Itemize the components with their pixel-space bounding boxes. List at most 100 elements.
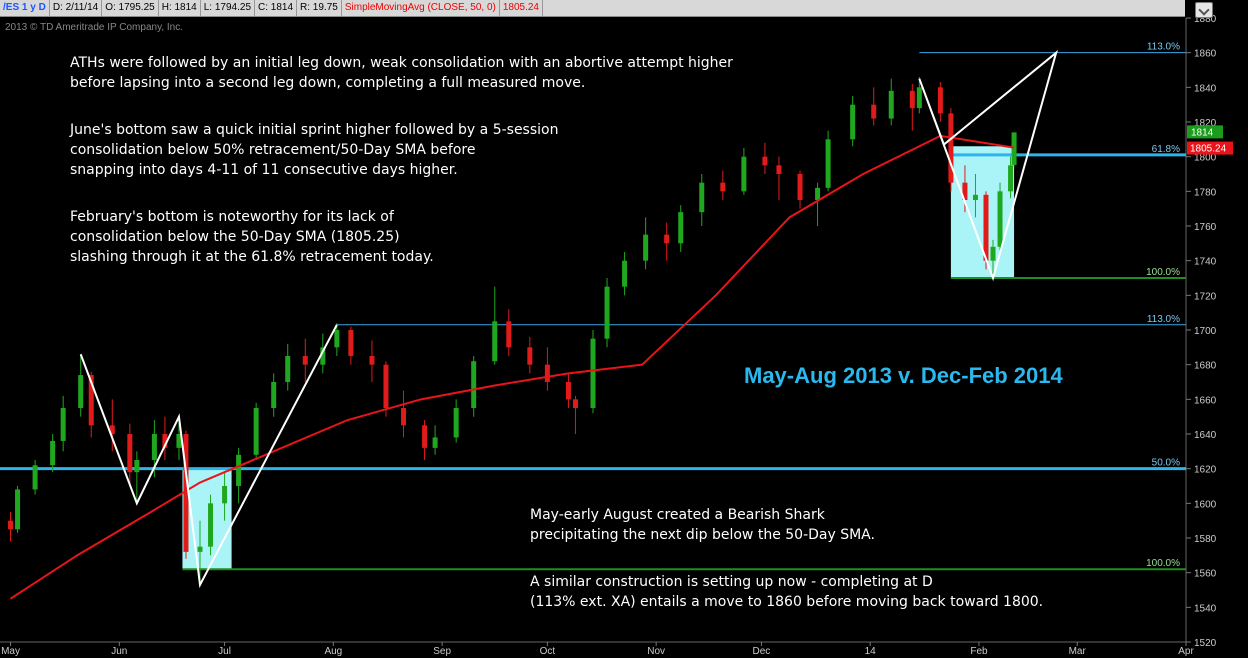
candle-body-20 xyxy=(285,356,291,382)
price-badges: 1814 1805.24 xyxy=(1187,125,1233,155)
fib-label-0: 113.0% xyxy=(1147,42,1180,53)
study-value: 1805.24 xyxy=(500,0,543,16)
candle-body-39 xyxy=(604,286,610,339)
y-tick-label-9: 1700 xyxy=(1194,326,1217,337)
candle-body-29 xyxy=(432,437,438,448)
x-tick-label-1: Jun xyxy=(111,646,127,657)
pattern-2013 xyxy=(79,324,338,589)
y-tick-label-0: 1520 xyxy=(1194,638,1217,649)
y-tick-label-4: 1600 xyxy=(1194,499,1217,510)
price-axis: 1520 1540 1560 1580 1600 1620 1640 1660 1680 1700… xyxy=(1186,14,1217,649)
candle-body-57 xyxy=(937,87,943,114)
candle-body-5 xyxy=(78,375,84,408)
annotation-aths: ATHs were followed by an initial leg dow… xyxy=(70,55,733,91)
x-tick-label-6: Nov xyxy=(647,646,665,657)
open-label: O: 1795.25 xyxy=(102,0,159,16)
candlesticks xyxy=(8,76,1017,585)
y-tick-label-18: 1880 xyxy=(1194,14,1217,25)
candle-body-35 xyxy=(544,364,550,382)
candle-body-25 xyxy=(369,356,375,365)
candle-body-34 xyxy=(527,347,533,365)
candle-body-61 xyxy=(983,194,989,261)
fib-label-1: 61.8% xyxy=(1152,144,1180,155)
annotation-february: February's bottom is noteworthy for its … xyxy=(70,209,434,265)
candle-body-53 xyxy=(871,104,877,119)
candle-body-46 xyxy=(741,156,747,192)
candle-body-32 xyxy=(492,321,498,362)
candle-body-6 xyxy=(88,375,94,426)
candle-body-45 xyxy=(720,182,726,192)
y-tick-label-13: 1780 xyxy=(1194,187,1217,198)
candle-body-40 xyxy=(622,260,628,287)
y-tick-label-17: 1860 xyxy=(1194,49,1217,60)
candle-body-3 xyxy=(50,440,56,466)
range-label: R: 19.75 xyxy=(297,0,342,16)
study-label[interactable]: SimpleMovingAvg (CLOSE, 50, 0) xyxy=(342,0,500,16)
x-tick-label-9: Feb xyxy=(970,646,988,657)
high-label: H: 1814 xyxy=(159,0,201,16)
pattern-zones xyxy=(182,146,1015,570)
fib-label-3: 113.0% xyxy=(1147,314,1180,325)
candle-body-36 xyxy=(565,382,571,400)
candle-body-54 xyxy=(888,90,894,119)
fibonacci-levels: 113.0% 61.8% 100.0% 113.0% 50.0% 100.0% xyxy=(0,42,1186,571)
candle-body-28 xyxy=(422,425,428,448)
fib-label-5: 100.0% xyxy=(1146,558,1180,569)
candle-body-51 xyxy=(825,139,831,188)
candle-body-12 xyxy=(176,434,182,448)
candle-body-55 xyxy=(909,90,915,109)
candle-body-23 xyxy=(334,330,340,348)
y-tick-label-16: 1840 xyxy=(1194,83,1217,94)
candle-body-15 xyxy=(208,503,214,547)
x-tick-label-4: Sep xyxy=(433,646,451,657)
candle-body-30 xyxy=(453,408,459,438)
candle-body-21 xyxy=(302,356,308,365)
candle-body-31 xyxy=(471,361,477,408)
collapse-button[interactable] xyxy=(1195,2,1213,18)
candle-body-42 xyxy=(664,234,670,244)
candle-body-37 xyxy=(572,399,578,408)
y-tick-label-8: 1680 xyxy=(1194,361,1217,372)
candle-body-8 xyxy=(127,434,133,473)
x-tick-label-10: Mar xyxy=(1069,646,1087,657)
candle-body-27 xyxy=(401,408,407,426)
candle-body-24 xyxy=(348,330,354,356)
symbol-label[interactable]: /ES 1 y D xyxy=(0,0,50,16)
y-tick-label-7: 1660 xyxy=(1194,395,1217,406)
y-tick-label-3: 1580 xyxy=(1194,534,1217,545)
last-price-badge xyxy=(1187,125,1223,139)
x-tick-label-8: 14 xyxy=(865,646,877,657)
candle-body-18 xyxy=(253,408,259,455)
candle-body-9 xyxy=(134,460,140,473)
candle-body-33 xyxy=(506,321,512,348)
candle-body-14 xyxy=(197,546,203,552)
harmonic-patterns xyxy=(79,49,1058,589)
candle-body-10 xyxy=(151,434,157,460)
candle-body-44 xyxy=(699,182,705,213)
fib-label-4: 50.0% xyxy=(1152,458,1180,469)
candle-body-58 xyxy=(948,113,954,183)
candle-body-48 xyxy=(776,165,782,174)
candle-body-63 xyxy=(997,191,1003,247)
last-price-badge-text: 1814 xyxy=(1191,127,1214,138)
candle-body-62 xyxy=(990,246,996,261)
annotation-projection: A similar construction is setting up now… xyxy=(530,574,1044,610)
pattern-2014 xyxy=(918,49,1058,282)
copyright-text: 2013 © TD Ameritrade IP Company, Inc. xyxy=(5,22,184,33)
chart-header: /ES 1 y D D: 2/11/14 O: 1795.25 H: 1814 … xyxy=(0,0,1185,17)
comparison-title: May-Aug 2013 v. Dec-Feb 2014 xyxy=(744,363,1063,388)
x-tick-label-7: Dec xyxy=(753,646,771,657)
candle-body-38 xyxy=(590,338,596,408)
candle-body-60 xyxy=(972,194,978,200)
candle-body-19 xyxy=(271,382,277,408)
candle-body-43 xyxy=(678,212,684,244)
y-tick-label-2: 1560 xyxy=(1194,569,1217,580)
low-label: L: 1794.25 xyxy=(201,0,255,16)
sma-line xyxy=(9,134,1015,600)
x-tick-label-5: Oct xyxy=(540,646,556,657)
candle-body-22 xyxy=(320,347,326,365)
candle-body-16 xyxy=(222,486,228,504)
y-tick-label-12: 1760 xyxy=(1194,222,1217,233)
candle-body-4 xyxy=(60,408,66,441)
date-label: D: 2/11/14 xyxy=(50,0,103,16)
